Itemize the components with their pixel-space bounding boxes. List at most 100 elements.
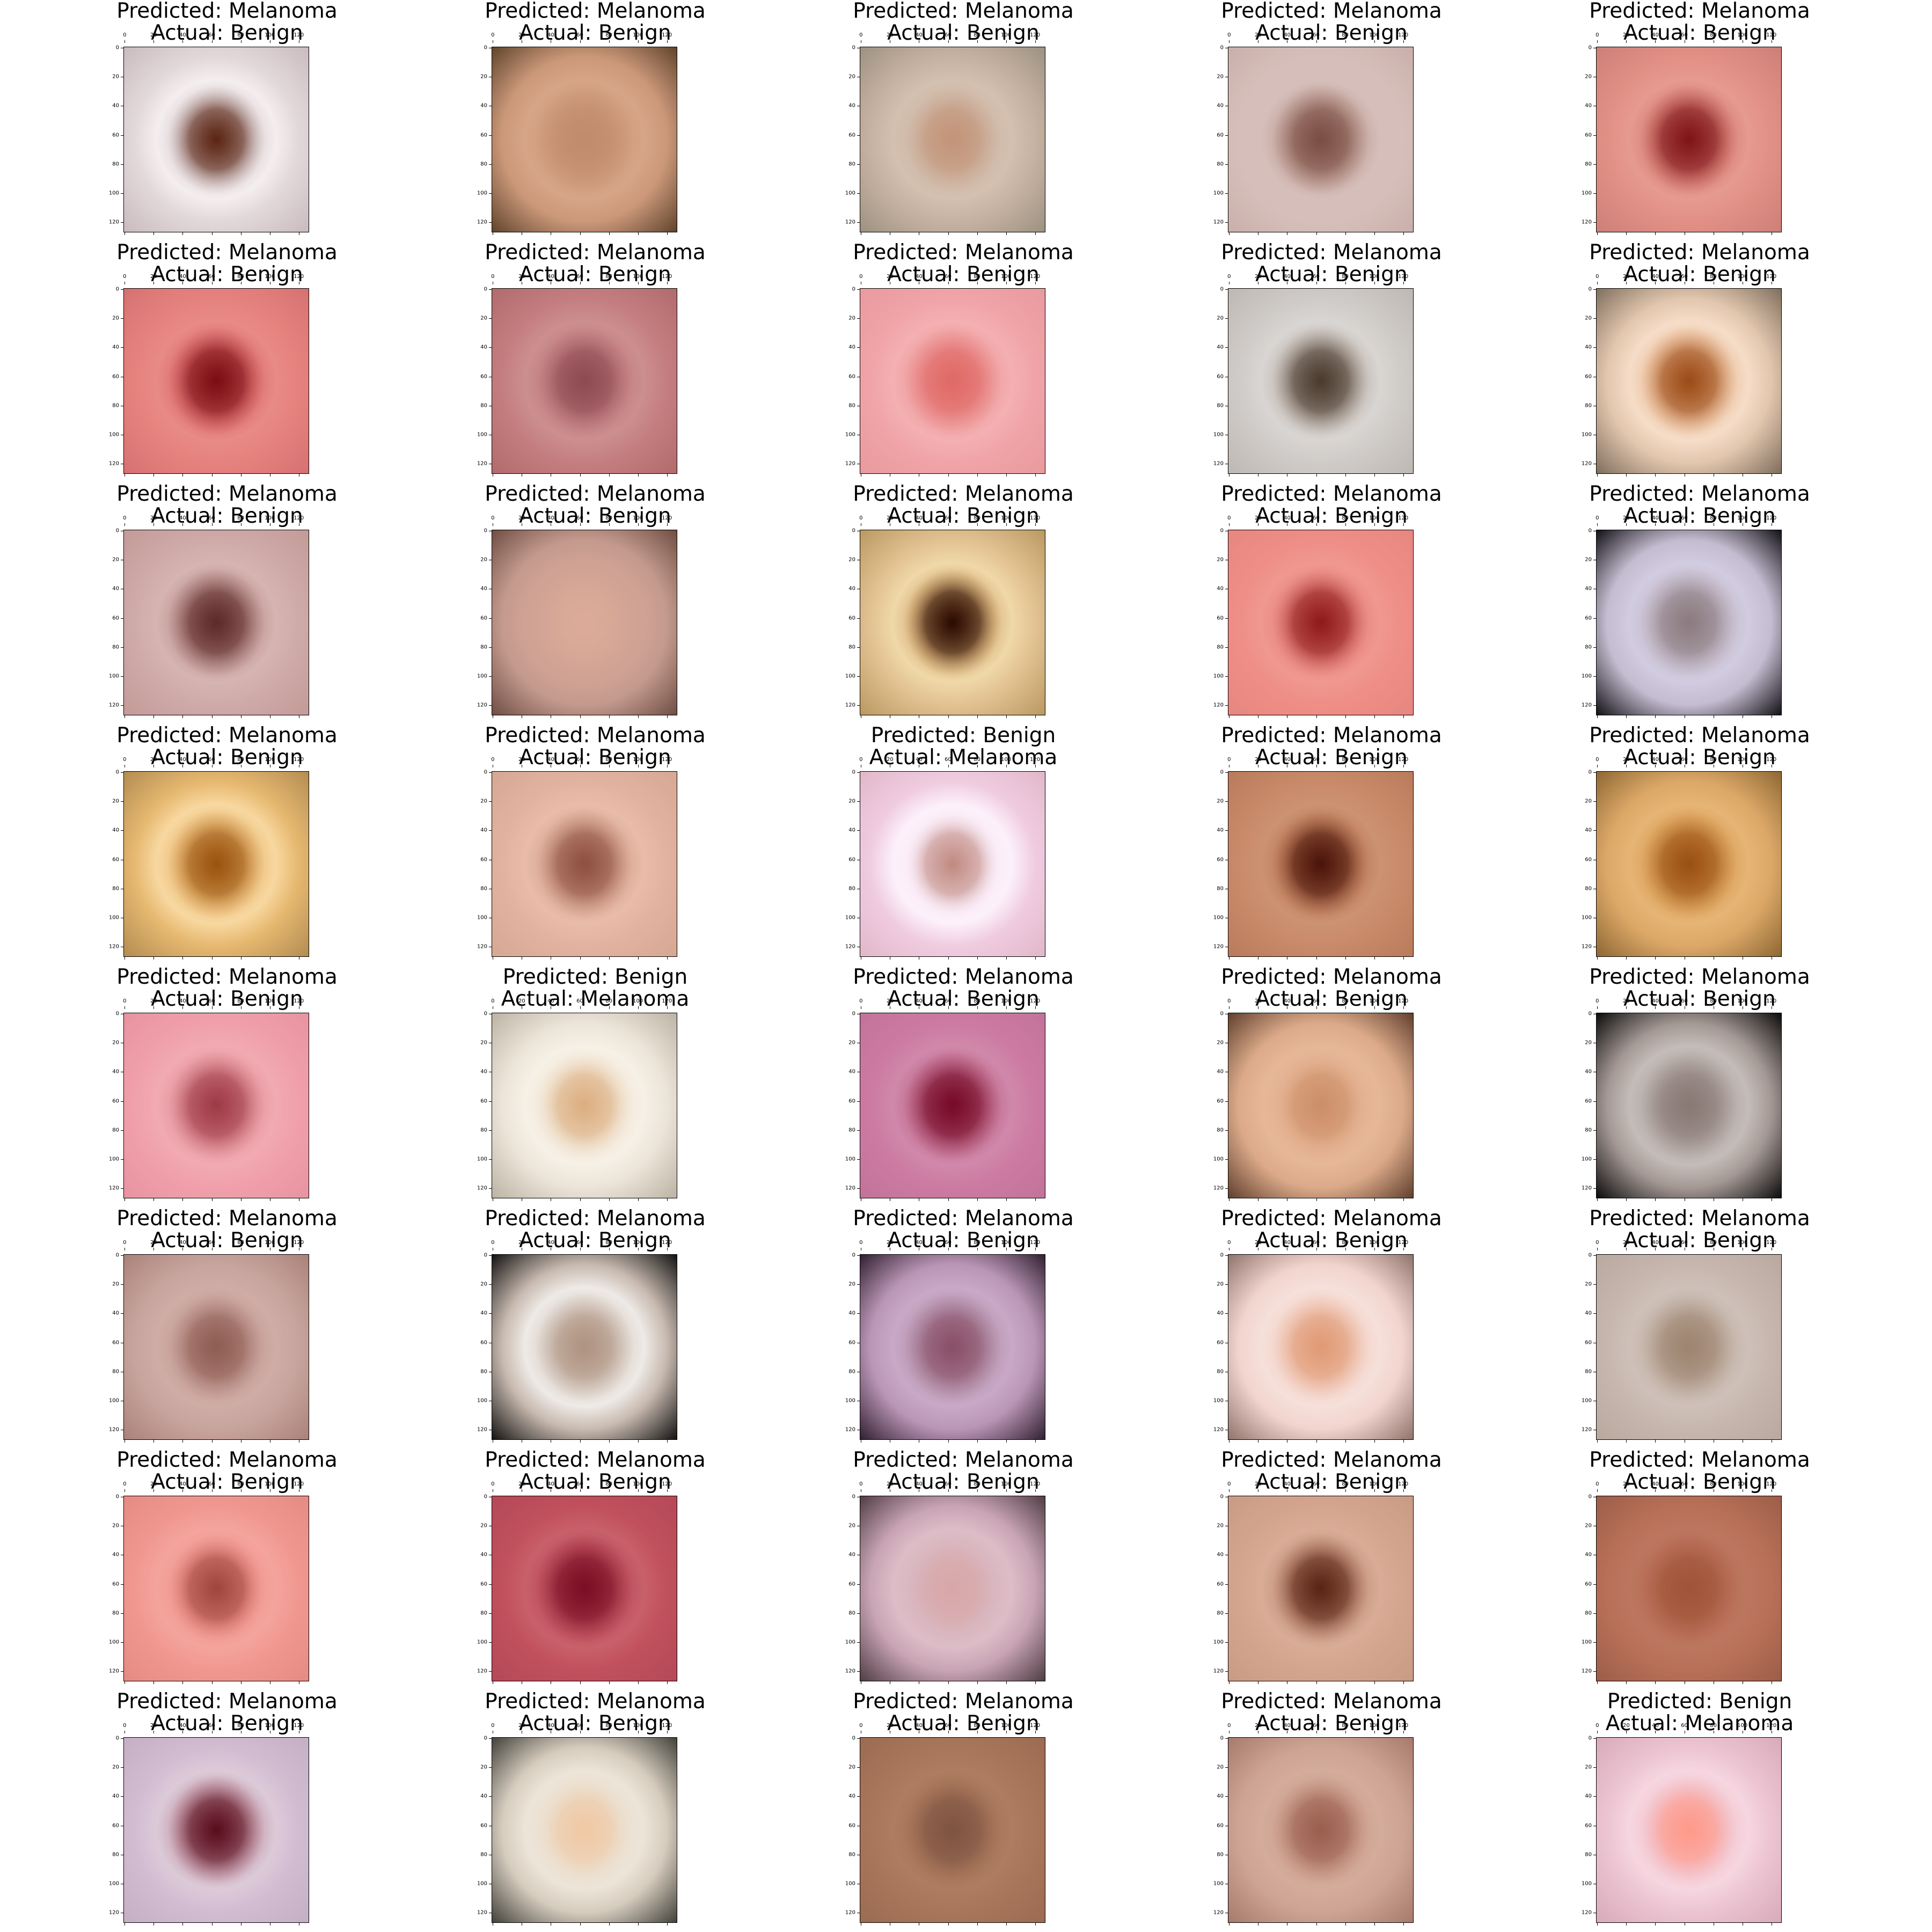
y-tick-label: 80: [480, 1127, 487, 1133]
x-tick-label: 120: [294, 1240, 304, 1246]
y-tick: [1225, 1313, 1228, 1314]
x-tick-bottom: [1345, 1198, 1346, 1201]
x-tick-label: 20: [887, 1481, 894, 1487]
y-tick-label: 20: [848, 1764, 855, 1770]
x-tick-bottom: [1229, 715, 1230, 718]
y-tick: [489, 801, 492, 802]
x-tick-bottom: [1035, 957, 1036, 960]
x-tick: [1035, 523, 1036, 526]
y-tick: [857, 135, 860, 136]
x-tick-label: 100: [265, 32, 275, 38]
x-tick-label: 40: [1652, 757, 1659, 763]
x-tick-bottom: [1626, 1923, 1627, 1926]
y-tick-label: 80: [848, 885, 855, 892]
x-tick-bottom: [182, 232, 184, 235]
y-tick: [1225, 1284, 1228, 1285]
actual-label: Actual: Benign: [151, 745, 303, 770]
x-tick-label: 60: [945, 1481, 952, 1487]
y-tick: [121, 772, 123, 773]
x-tick-label: 60: [945, 1240, 952, 1246]
predicted-label: Predicted: Melanoma: [116, 1689, 338, 1714]
x-tick: [1374, 523, 1375, 526]
x-tick-label: 0: [491, 515, 495, 521]
y-tick-label: 100: [845, 1880, 855, 1887]
x-tick-label: 120: [1398, 757, 1409, 763]
y-tick: [489, 1101, 492, 1102]
x-tick-bottom: [1655, 957, 1656, 960]
x-tick-label: 80: [237, 515, 244, 521]
y-tick: [1225, 830, 1228, 831]
y-tick-label: 100: [108, 673, 119, 679]
y-tick: [1225, 1101, 1228, 1102]
x-tick-bottom: [638, 1923, 639, 1926]
x-tick-label: 120: [294, 1723, 304, 1729]
x-tick-bottom: [580, 1681, 581, 1684]
actual-label: Actual: Benign: [1623, 987, 1776, 1011]
y-tick: [489, 318, 492, 319]
image-axes: 0 0 20 20 40 40 60 60 80 80 100 100 120 120: [1213, 998, 1414, 1201]
y-tick-label: 120: [108, 460, 119, 467]
lesion-panel: Predicted: Melanoma Actual: Benign 0 0 20 20 4…: [66, 724, 388, 961]
x-tick-label: 100: [1001, 274, 1012, 280]
lesion-panel: Predicted: Melanoma Actual: Benign 0 0 20 20 4…: [66, 1208, 388, 1444]
x-tick-label: 120: [1030, 274, 1041, 280]
lesion-image: [860, 1013, 1045, 1198]
x-tick-label: 80: [605, 1481, 612, 1487]
x-tick-bottom: [609, 474, 610, 477]
image-axes: 0 0 20 20 40 40 60 60 80 80 100 100 120 120: [1213, 1723, 1414, 1926]
y-tick: [857, 347, 860, 348]
y-tick-label: 100: [1213, 1880, 1224, 1887]
y-tick-label: 80: [848, 161, 855, 167]
y-tick-label: 60: [480, 615, 487, 621]
y-tick: [1593, 222, 1596, 223]
lesion-panel: Predicted: Melanoma Actual: Benign 0 0 20 20 4…: [802, 0, 1124, 236]
y-tick-label: 100: [1213, 431, 1224, 438]
y-tick: [1593, 1642, 1596, 1643]
x-tick: [1006, 40, 1007, 43]
x-tick: [1316, 523, 1317, 526]
panel-title: Predicted: Melanoma Actual: Benign: [1539, 483, 1861, 527]
actual-label: Actual: Benign: [887, 262, 1040, 287]
x-tick: [609, 282, 610, 284]
y-tick: [857, 1738, 860, 1739]
y-tick-label: 40: [848, 827, 855, 833]
y-tick-label: 80: [112, 1368, 119, 1375]
y-tick: [121, 830, 123, 831]
actual-label: Actual: Melanoma: [869, 745, 1058, 770]
x-tick-bottom: [1655, 1198, 1656, 1201]
x-tick: [1229, 523, 1230, 526]
x-tick-label: 40: [547, 757, 554, 763]
x-tick-label: 120: [662, 757, 672, 763]
x-tick-bottom: [1403, 1198, 1404, 1201]
x-tick: [948, 1489, 949, 1492]
x-tick: [1006, 1731, 1007, 1733]
y-tick-label: 20: [848, 1523, 855, 1529]
x-tick: [1655, 282, 1656, 284]
x-tick-label: 80: [1710, 1481, 1717, 1487]
x-tick: [609, 1248, 610, 1250]
actual-label: Actual: Benign: [887, 1228, 1040, 1253]
x-tick-bottom: [638, 474, 639, 477]
x-tick-bottom: [977, 1198, 978, 1201]
y-tick-label: 100: [845, 673, 855, 679]
x-tick-label: 80: [974, 998, 980, 1004]
x-tick-bottom: [1229, 1198, 1230, 1201]
x-tick-label: 80: [237, 274, 244, 280]
y-tick-label: 120: [1213, 460, 1224, 467]
x-tick-label: 20: [1623, 1723, 1630, 1729]
x-tick-bottom: [1626, 474, 1627, 477]
x-tick-label: 0: [491, 274, 495, 280]
y-tick: [1593, 801, 1596, 802]
y-tick-label: 100: [1213, 1156, 1224, 1162]
y-tick-label: 40: [1217, 103, 1224, 109]
y-tick-label: 20: [1585, 1523, 1592, 1529]
x-tick: [1035, 1248, 1036, 1250]
x-tick-label: 40: [1652, 998, 1659, 1004]
x-tick-label: 40: [1284, 1240, 1291, 1246]
x-tick-bottom: [1374, 474, 1375, 477]
x-tick-bottom: [1403, 1923, 1404, 1926]
x-tick-bottom: [153, 957, 155, 960]
actual-label: Actual: Benign: [151, 262, 303, 287]
x-tick: [580, 1248, 581, 1250]
y-tick-label: 20: [1217, 798, 1224, 804]
